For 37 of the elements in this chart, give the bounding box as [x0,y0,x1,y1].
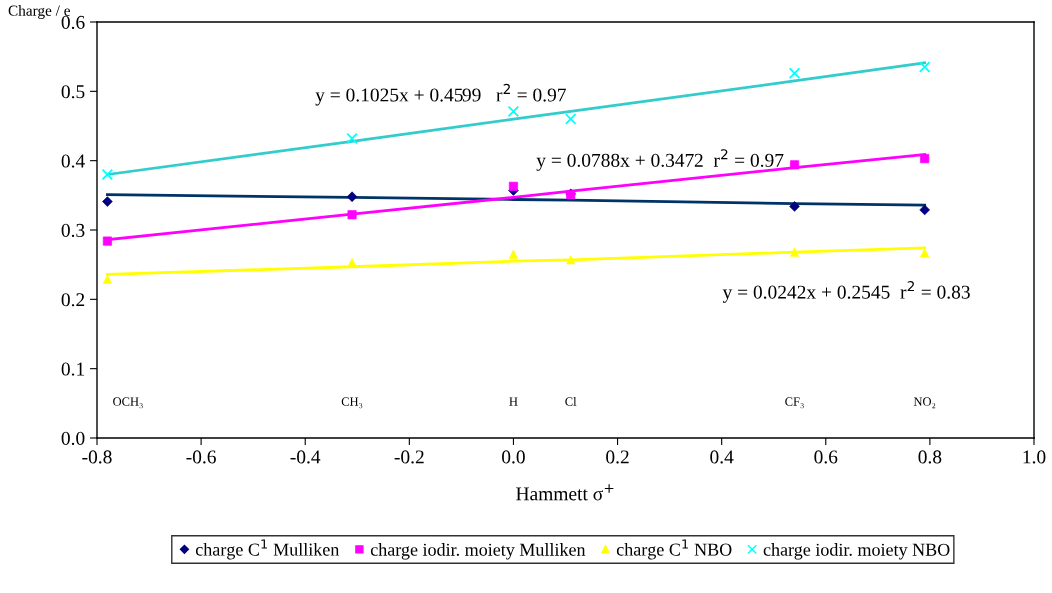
y-tick-label: 0.0 [61,431,85,446]
y-tick-label: 0.4 [61,154,85,168]
x-tick-label: 0.6 [814,450,838,464]
point [346,132,358,145]
x-tick-label: 0.4 [710,450,734,464]
x-axis-title: Hammett σ$^{+}$ [516,484,614,501]
point [101,168,114,181]
point [918,61,931,73]
x-tick-label: 0.0 [502,450,525,464]
x-tick-label: 1.0 [1023,450,1046,464]
annotation: OCH₃ [113,397,143,409]
point [564,113,577,125]
x-tick-label: -0.2 [394,450,424,464]
y-tick-label: 0.5 [61,85,85,99]
annotation: y = 0.1025x + 0.4599 r$^{2}$ = 0.97 [315,83,566,106]
x-tick-label: -0.4 [290,450,321,464]
annotation: y = 0.0788x + 0.3472 r$^{2}$ = 0.97 [536,149,784,171]
line-series [106,61,927,176]
annotation: y = 0.0242x + 0.2545 r$^{2}$ = 0.83 [722,281,970,303]
y-tick-label: 0.2 [61,293,85,307]
x-tick-label: 0.2 [606,450,629,464]
legend-label: charge iodir. moiety Mulliken [370,543,586,560]
y-tick-label: 0.1 [61,362,85,376]
x-tick-label: -0.6 [186,450,216,464]
x-tick-label: 0.8 [918,450,942,464]
point [507,105,520,118]
legend-label: charge iodir. moiety NBO [763,543,950,560]
annotation: NO₂ [913,397,936,409]
legend-label: charge C$^{1}$ Mulliken [195,539,340,560]
annotation: CH₃ [341,397,363,409]
annotation: CF₃ [785,397,804,409]
point [788,67,801,80]
annotation: H [509,397,518,406]
legend-label: charge C$^{1}$ NBO [616,539,732,560]
y-tick-label: 0.3 [61,223,85,238]
x-tick-label: -0.8 [82,450,112,464]
annotation: Cl [565,396,577,406]
